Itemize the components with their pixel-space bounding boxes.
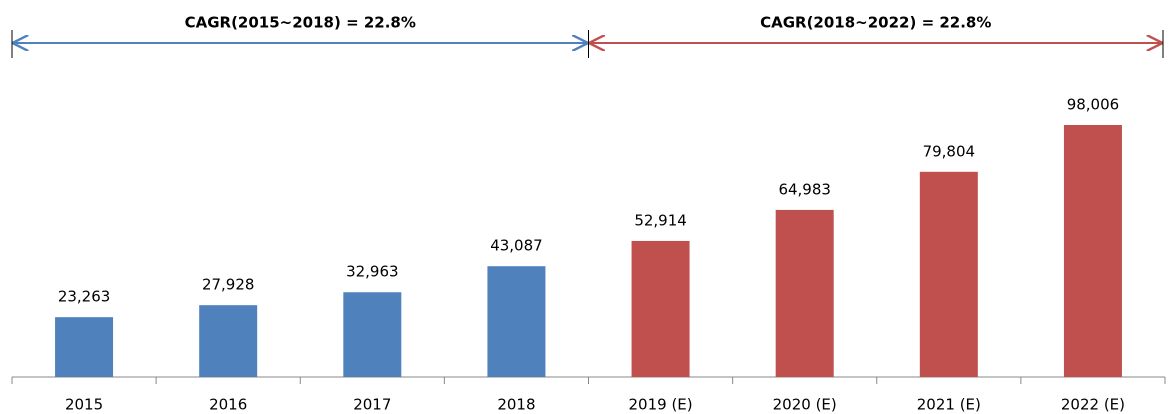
x-tick-label: 2022 (E) bbox=[1061, 396, 1125, 414]
bar bbox=[631, 240, 690, 377]
bar bbox=[919, 171, 978, 377]
bar bbox=[343, 292, 402, 377]
bar bbox=[55, 317, 114, 377]
bar bbox=[1063, 125, 1122, 377]
x-tick-label: 2021 (E) bbox=[917, 396, 981, 414]
data-label: 52,914 bbox=[634, 211, 687, 229]
x-tick-label: 2016 bbox=[209, 396, 247, 414]
x-tick-label: 2015 bbox=[65, 396, 103, 414]
data-label: 98,006 bbox=[1067, 96, 1120, 114]
x-tick-label: 2019 (E) bbox=[629, 396, 693, 414]
x-tick-label: 2018 bbox=[497, 396, 535, 414]
bar bbox=[487, 266, 546, 377]
data-label: 43,087 bbox=[490, 237, 543, 255]
data-label: 27,928 bbox=[202, 276, 255, 294]
data-label: 23,263 bbox=[58, 288, 111, 306]
data-label: 64,983 bbox=[778, 180, 831, 198]
bar bbox=[199, 305, 258, 377]
x-tick-label: 2020 (E) bbox=[773, 396, 837, 414]
x-tick-label: 2017 bbox=[353, 396, 391, 414]
annotation-text: CAGR(2015~2018) = 22.8% bbox=[185, 14, 416, 32]
data-label: 32,963 bbox=[346, 263, 399, 281]
annotation-text: CAGR(2018~2022) = 22.8% bbox=[760, 14, 991, 32]
bar bbox=[775, 209, 834, 377]
data-label: 79,804 bbox=[923, 142, 976, 160]
